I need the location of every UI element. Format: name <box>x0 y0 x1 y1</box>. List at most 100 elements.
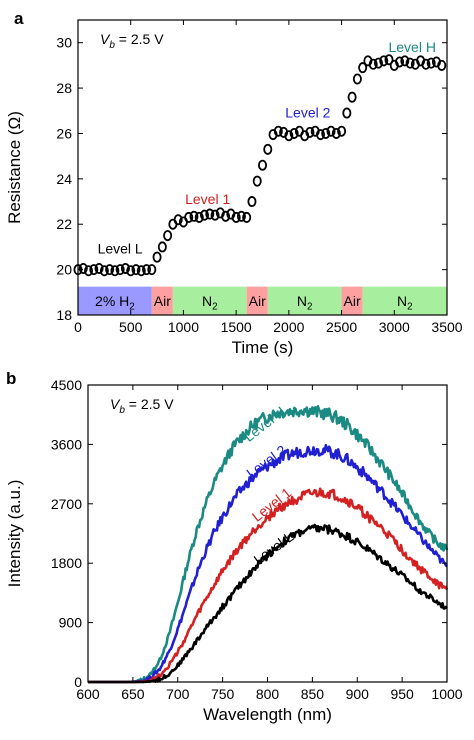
gas-band-label: Air <box>344 293 361 309</box>
level-label: Level H <box>388 39 435 55</box>
data-point <box>263 143 273 155</box>
data-point <box>173 214 183 226</box>
data-point <box>337 125 347 137</box>
data-point <box>373 57 383 69</box>
level-label: Level 2 <box>285 105 330 121</box>
data-point <box>368 58 378 70</box>
data-point <box>147 264 157 276</box>
data-point <box>163 230 173 242</box>
panel-b-x-ticks: 600 650 700 750 800 850 900 950 1000 <box>76 385 463 702</box>
x-tick-label: 950 <box>390 686 414 702</box>
data-point <box>384 54 394 66</box>
panel-a-annotation: Vb = 2.5 V <box>100 31 164 51</box>
x-tick-label: 650 <box>121 686 145 702</box>
level-label: Level 1 <box>185 191 230 207</box>
gas-band-label: Air <box>249 293 266 309</box>
x-tick-label: 3000 <box>379 319 410 335</box>
panel-a-frame <box>77 19 448 316</box>
panel-a-y-ticks: 18 20 22 24 26 28 30 <box>56 35 447 323</box>
x-tick-label: 1500 <box>221 319 252 335</box>
data-point <box>110 265 120 277</box>
y-tick-label: 22 <box>56 216 72 232</box>
data-point <box>94 262 104 274</box>
spectrum-line <box>87 444 448 684</box>
level-labels: Level L Level 1 Level 2 Level H <box>98 39 436 257</box>
panel-b-annotation: Vb = 2.5 V <box>110 396 174 416</box>
y-tick-label: 0 <box>74 674 82 690</box>
spectrum-line <box>87 405 449 684</box>
x-tick-label: 1000 <box>431 686 462 702</box>
data-point <box>326 125 336 137</box>
x-tick-label: 2500 <box>326 319 357 335</box>
data-point <box>105 264 115 276</box>
data-point <box>136 265 146 277</box>
data-point <box>184 211 194 223</box>
data-point <box>142 264 152 276</box>
data-point <box>305 126 315 138</box>
panel-a-y-axis-label: Resistance (Ω) <box>5 111 24 224</box>
x-tick-label: 3500 <box>431 319 462 335</box>
gas-band-label: N2 <box>297 293 313 313</box>
x-tick-label: 700 <box>166 686 190 702</box>
data-point <box>247 196 257 208</box>
panel-b-label: b <box>6 369 16 388</box>
data-point <box>321 127 331 139</box>
data-point <box>405 57 415 69</box>
data-point <box>437 59 447 71</box>
series-label: Level L <box>251 528 297 568</box>
gas-band-label: N2 <box>397 293 413 313</box>
data-point <box>231 211 241 223</box>
data-point <box>194 211 204 223</box>
gas-band <box>172 286 247 315</box>
x-tick-label: 1000 <box>168 319 199 335</box>
resistance-series <box>73 54 447 277</box>
data-point <box>126 265 136 277</box>
data-point <box>120 262 130 274</box>
gas-band <box>267 286 342 315</box>
panel-b-x-axis-label: Wavelength (nm) <box>203 705 332 724</box>
data-point <box>347 91 357 103</box>
data-point <box>131 264 141 276</box>
gas-bands: 2% H2 Air N2 Air N2 Air N2 <box>78 286 447 315</box>
data-point <box>89 264 99 276</box>
gas-band <box>362 286 447 315</box>
y-tick-label: 1800 <box>51 555 82 571</box>
data-point <box>400 55 410 67</box>
x-tick-label: 800 <box>256 686 280 702</box>
y-tick-label: 26 <box>56 125 72 141</box>
panel-b-y-axis-label: Intensity (a.u.) <box>5 480 24 588</box>
panel-a-x-axis-label: Time (s) <box>232 338 294 357</box>
x-tick-label: 900 <box>346 686 370 702</box>
y-tick-label: 20 <box>56 262 72 278</box>
data-point <box>78 262 88 274</box>
series-label: Level 2 <box>243 442 289 482</box>
y-tick-label: 28 <box>56 80 72 96</box>
level-label: Level L <box>98 241 143 257</box>
data-point <box>315 129 325 141</box>
data-point <box>157 241 167 253</box>
data-point <box>395 56 405 68</box>
x-tick-label: 500 <box>119 319 143 335</box>
gas-band <box>341 286 363 315</box>
x-tick-label: 850 <box>301 686 325 702</box>
data-point <box>379 55 389 67</box>
data-point <box>210 209 220 221</box>
gas-band <box>246 286 268 315</box>
y-tick-label: 3600 <box>51 436 82 452</box>
data-point <box>342 107 352 119</box>
panel-a-label: a <box>14 9 24 28</box>
gas-band-label: 2% H2 <box>95 293 135 313</box>
gas-band <box>151 286 173 315</box>
x-tick-label: 0 <box>74 319 82 335</box>
y-tick-label: 4500 <box>51 377 82 393</box>
panel-a-x-ticks: 0 500 1000 1500 2000 2500 3000 3500 <box>74 20 463 335</box>
gas-band <box>78 286 152 315</box>
data-point <box>189 210 199 222</box>
x-tick-label: 750 <box>211 686 235 702</box>
data-point <box>331 127 341 139</box>
data-point <box>289 127 299 139</box>
gas-band-label: N2 <box>202 293 218 313</box>
y-tick-label: 30 <box>56 35 72 51</box>
